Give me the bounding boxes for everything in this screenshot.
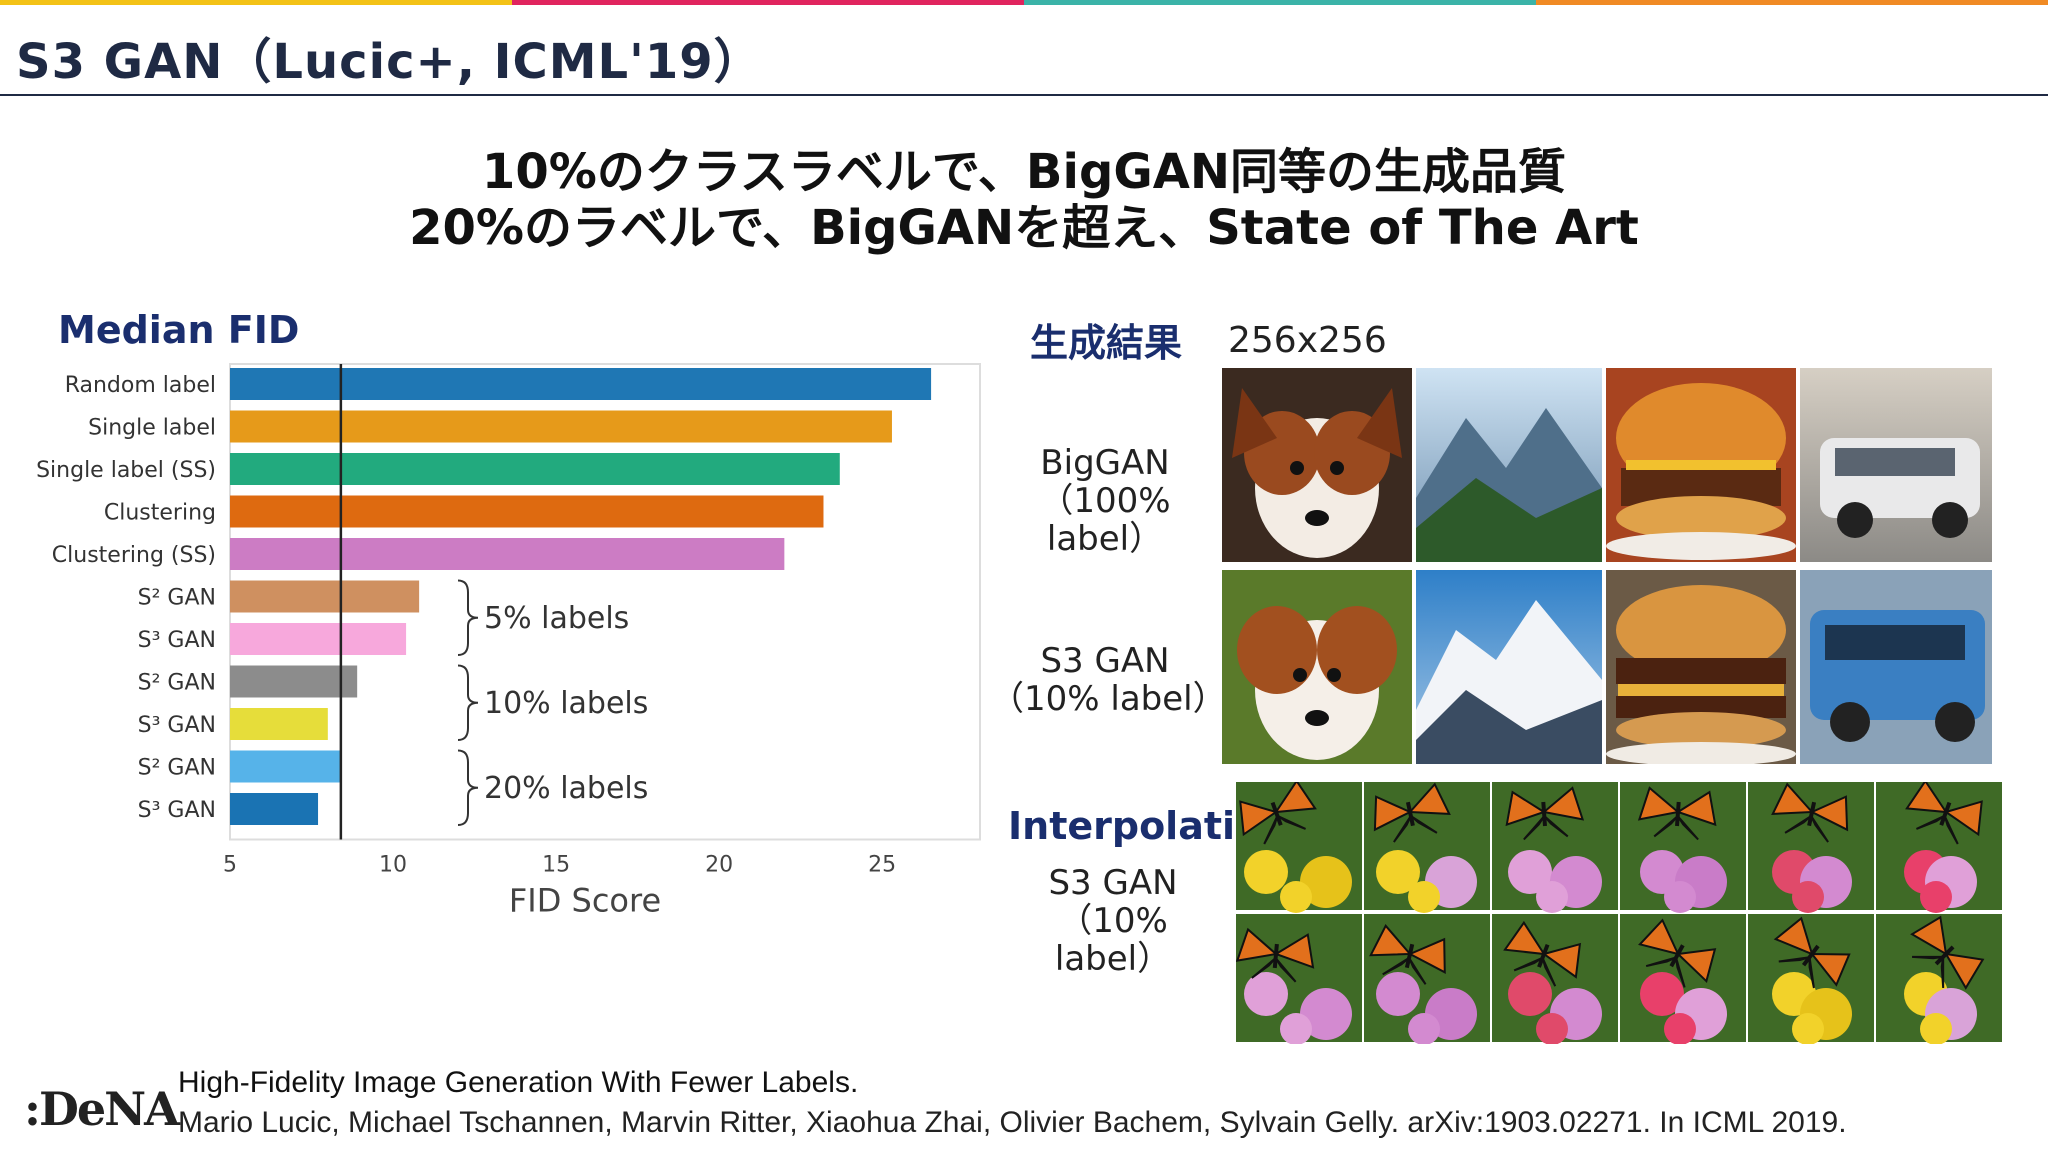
category-label: Clustering: [104, 501, 216, 526]
median-fid-chart: Random label Single label Single label (SS…: [36, 363, 981, 920]
category-label: S² GAN: [138, 756, 216, 781]
category-label: Random label: [65, 373, 216, 398]
group-label: 10% labels: [484, 686, 648, 721]
butterfly-image: [1236, 782, 1362, 913]
s3gan-row-label: S3 GAN （10% label）: [990, 641, 1227, 719]
x-axis-label: FID Score: [509, 882, 661, 920]
x-tick-label: 20: [705, 853, 733, 878]
burger-image: [1606, 368, 1796, 562]
butterfly-image: [1492, 782, 1618, 913]
group-label: 20% labels: [484, 771, 648, 806]
butterfly-image: [1748, 782, 1874, 913]
butterfly-image: [1876, 914, 2002, 1044]
slide-title: S3 GAN（Lucic+, ICML'19）: [16, 34, 763, 90]
butterfly-image: [1620, 914, 1746, 1044]
interpolation-label-line2: （10% label）: [1054, 901, 1172, 979]
butterfly-image: [1748, 914, 1874, 1044]
mountain-image: [1416, 570, 1602, 764]
interpolation-label-line1: S3 GAN: [1048, 863, 1178, 903]
x-tick-label: 5: [223, 853, 237, 878]
category-label: S³ GAN: [138, 798, 216, 823]
biggan-label-line2: （100% label）: [1039, 481, 1171, 559]
top-bar-pink: [512, 0, 1024, 5]
category-label: S² GAN: [138, 586, 216, 611]
group-brace: [457, 664, 479, 741]
resolution-label: 256x256: [1228, 320, 1387, 361]
butterfly-image: [1876, 782, 2002, 913]
x-tick-label: 15: [542, 853, 570, 878]
x-tick-label: 25: [868, 853, 896, 878]
group-brace: [457, 749, 479, 826]
bar: [230, 623, 407, 655]
chart-section-label: Median FID: [58, 308, 300, 352]
category-label: Single label: [88, 416, 216, 441]
van-image: [1800, 570, 1992, 764]
top-color-bar: [0, 0, 2048, 5]
interpolation-images-grid: [1236, 782, 2002, 1044]
mountain-image: [1416, 368, 1602, 562]
butterfly-image: [1364, 782, 1490, 913]
butterfly-image: [1492, 914, 1618, 1044]
van-image: [1800, 368, 1992, 562]
paper-citation: Mario Lucic, Michael Tschannen, Marvin R…: [178, 1106, 1847, 1139]
butterfly-image: [1364, 914, 1490, 1044]
category-label: Single label (SS): [36, 458, 216, 483]
category-label: Clustering (SS): [52, 543, 216, 568]
group-label: 5% labels: [484, 601, 629, 636]
paper-title: High-Fidelity Image Generation With Fewe…: [178, 1066, 859, 1099]
group-brace: [457, 579, 479, 656]
bar: [230, 410, 892, 443]
title-divider: [0, 94, 2048, 96]
s3gan-label-line1: S3 GAN: [1040, 641, 1170, 681]
top-bar-teal: [1024, 0, 1536, 5]
s3gan-label-line2: （10% label）: [990, 679, 1227, 719]
headline-line-1: 10%のクラスラベルで、BigGAN同等の生成品質: [481, 144, 1567, 200]
generated-images-grid: [1222, 368, 1992, 764]
category-label: S² GAN: [138, 671, 216, 696]
top-bar-orange: [1536, 0, 2048, 5]
top-bar-yellow: [0, 0, 512, 5]
bar: [230, 665, 358, 698]
bar: [230, 538, 785, 570]
bar: [230, 368, 932, 400]
bar: [230, 708, 328, 740]
dog-image: [1222, 368, 1412, 562]
x-tick-label: 10: [379, 853, 407, 878]
results-section-label: 生成結果: [1030, 321, 1183, 365]
bar: [230, 750, 341, 783]
bar: [230, 495, 824, 528]
bar: [230, 580, 420, 613]
category-label: S³ GAN: [138, 713, 216, 738]
biggan-row-label: BigGAN （100% label）: [990, 444, 1220, 558]
dog-image: [1222, 570, 1412, 764]
butterfly-image: [1236, 914, 1362, 1044]
bar: [230, 453, 840, 485]
dena-logo: :DeNA: [24, 1082, 180, 1136]
bar: [230, 793, 319, 825]
interpolation-row-label: S3 GAN （10% label）: [1008, 864, 1218, 978]
headline-line-2: 20%のラベルで、BigGANを超え、State of The Art: [409, 200, 1639, 256]
biggan-label-line1: BigGAN: [1040, 443, 1170, 483]
burger-image: [1606, 570, 1796, 764]
butterfly-image: [1620, 782, 1746, 913]
category-label: S³ GAN: [138, 628, 216, 653]
